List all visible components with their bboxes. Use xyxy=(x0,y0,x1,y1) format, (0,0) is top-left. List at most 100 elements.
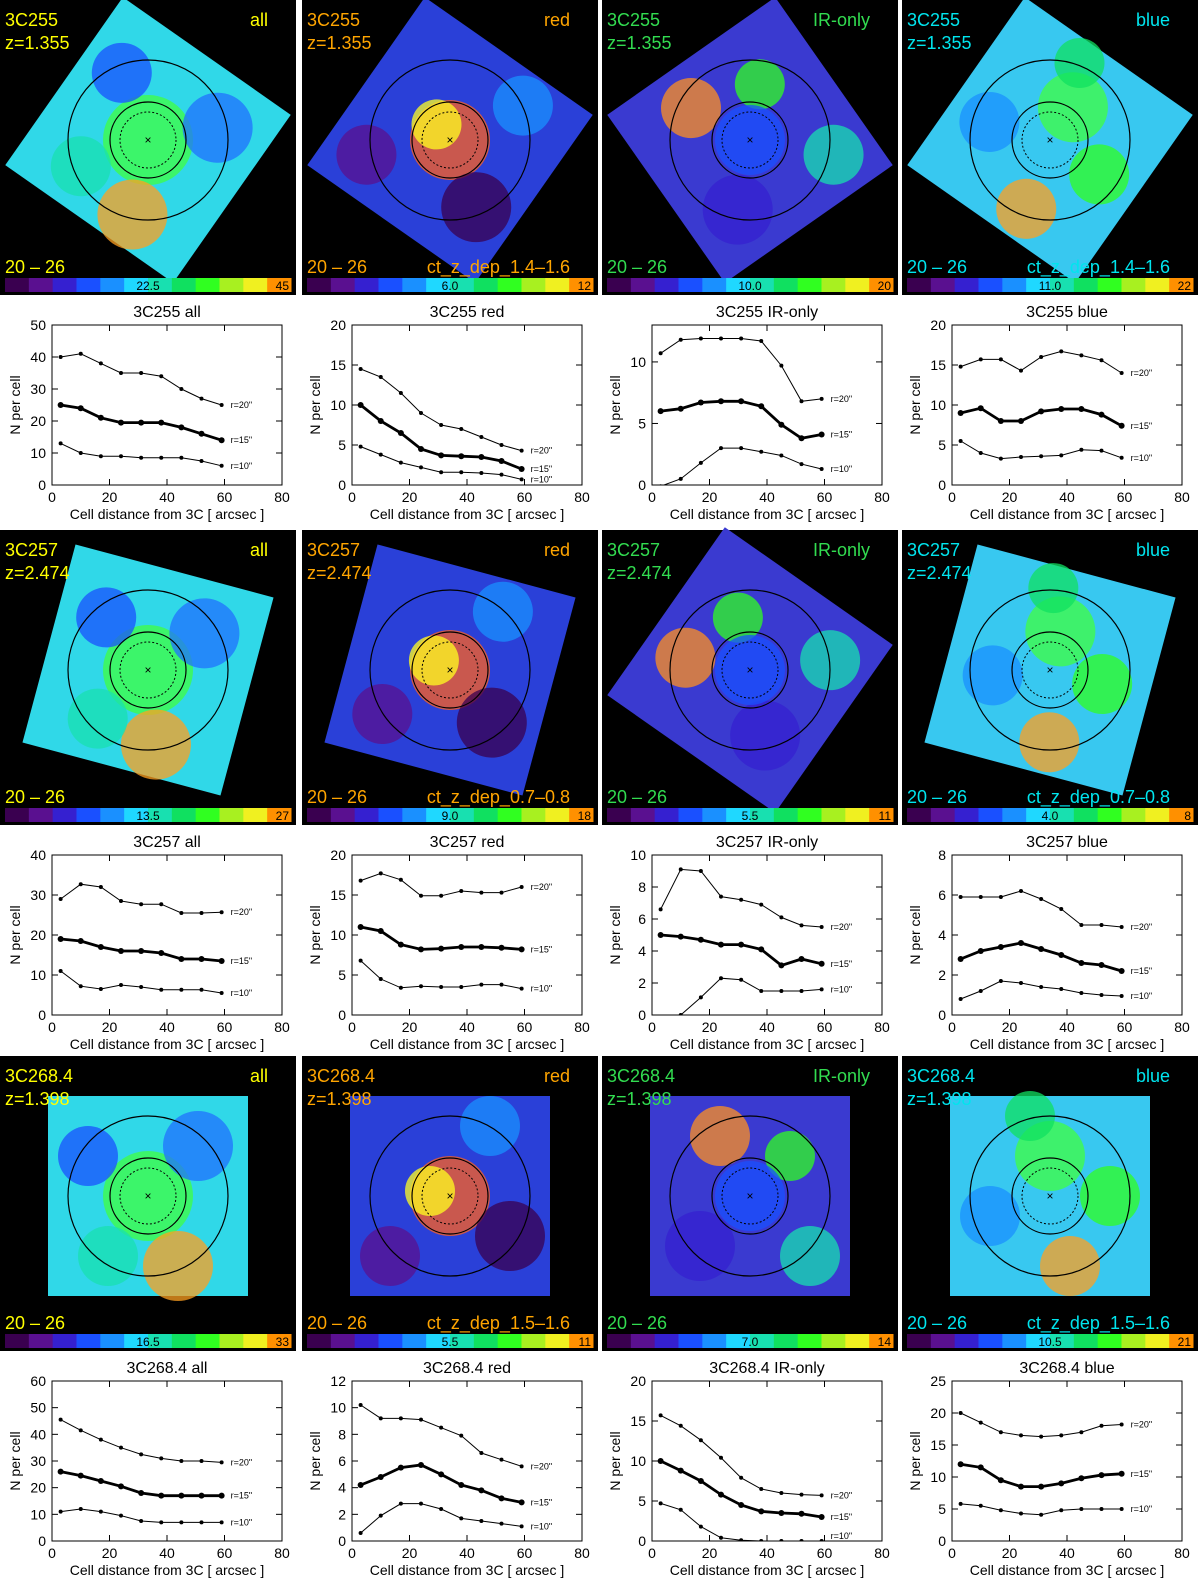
map-redshift-label: z=1.355 xyxy=(307,33,372,53)
colorbar-swatch xyxy=(702,278,727,292)
data-point xyxy=(997,1477,1004,1484)
data-point xyxy=(778,962,785,969)
map-mag-range: 20 – 26 xyxy=(907,787,967,807)
map-source-label: 3C268.4 xyxy=(907,1066,975,1086)
colorbar-swatch xyxy=(1169,1334,1194,1348)
density-blob xyxy=(1069,144,1130,205)
map-redshift-label: z=2.474 xyxy=(5,563,70,583)
series-label: r=10" xyxy=(831,1531,852,1541)
colorbar-swatch xyxy=(243,278,268,292)
map-3C255-all: × 3C255 z=1.355 all 20 – 26 22.5 45 xyxy=(0,0,296,295)
data-point xyxy=(677,1467,684,1474)
data-point xyxy=(1058,406,1065,412)
density-blob xyxy=(78,1226,138,1286)
colorbar-swatch xyxy=(473,1334,499,1348)
map-mag-range: 20 – 26 xyxy=(307,257,367,277)
data-point xyxy=(659,484,663,485)
colorbar-swatch xyxy=(726,1334,751,1348)
data-point xyxy=(719,336,723,341)
data-point xyxy=(1039,985,1044,989)
series-1 xyxy=(357,1462,525,1506)
density-blob xyxy=(163,1111,233,1181)
colorbar-swatch xyxy=(450,1334,475,1348)
y-tick-label: 5 xyxy=(338,437,346,453)
data-point xyxy=(358,367,363,371)
map-redshift-label: z=1.355 xyxy=(607,33,672,53)
colorbar-swatch xyxy=(497,808,522,822)
colorbar-swatch xyxy=(100,1334,125,1348)
data-point xyxy=(1019,368,1023,373)
data-point xyxy=(378,1513,383,1518)
series-line xyxy=(960,1462,1122,1488)
series-1 xyxy=(957,405,1125,429)
inner-circle xyxy=(109,1157,187,1235)
density-blob xyxy=(1080,1166,1140,1226)
series-label: r=20" xyxy=(1131,368,1152,378)
data-point xyxy=(418,946,424,953)
y-tick-label: 20 xyxy=(630,1373,646,1389)
y-tick-label: 50 xyxy=(30,1400,46,1416)
colorbar-swatch xyxy=(497,278,522,292)
data-point xyxy=(479,1519,484,1523)
colorbar-swatch xyxy=(307,278,332,292)
colorbar-swatch xyxy=(497,1334,522,1348)
colorbar-swatch xyxy=(978,1334,1003,1348)
dotted-circle xyxy=(119,1167,177,1225)
density-blob xyxy=(765,1131,815,1181)
density-blob xyxy=(143,1231,213,1301)
y-axis-label: N per cell xyxy=(307,375,323,434)
colorbar-swatch xyxy=(1121,808,1146,822)
x-tick-label: 20 xyxy=(102,1545,118,1561)
x-tick-label: 40 xyxy=(759,1545,775,1561)
plot-title: 3C268.4 red xyxy=(423,1360,511,1377)
colorbar-swatch xyxy=(124,278,149,292)
series-label: r=15" xyxy=(831,1512,852,1522)
data-point xyxy=(1079,1507,1084,1511)
y-tick-label: 0 xyxy=(938,1533,946,1549)
density-blob xyxy=(169,598,240,669)
data-point xyxy=(698,1438,703,1443)
data-point xyxy=(1079,353,1084,358)
data-point xyxy=(1098,1472,1105,1479)
y-axis-label: N per cell xyxy=(7,1431,23,1490)
series-label: r=15" xyxy=(831,959,852,969)
dotted-circle xyxy=(1021,641,1079,699)
map-source-label: 3C255 xyxy=(607,10,660,30)
data-point xyxy=(799,1492,804,1497)
y-tick-label: 10 xyxy=(330,397,346,413)
series-2 xyxy=(358,958,524,991)
map-3C255-IR-only: × 3C255 z=1.355 IR-only 20 – 26 10.0 20 xyxy=(602,0,898,295)
series-label: r=15" xyxy=(831,430,852,440)
map-redshift-label: z=1.398 xyxy=(307,1089,372,1109)
data-point xyxy=(97,944,104,950)
map-3C268.4-all: × 3C268.4 z=1.398 all 20 – 26 16.5 33 xyxy=(0,1056,296,1351)
colorbar-swatch xyxy=(1073,1334,1099,1348)
data-point xyxy=(778,1510,785,1516)
y-tick-label: 40 xyxy=(30,349,46,365)
density-blob xyxy=(408,635,459,686)
map-sample-label: all xyxy=(250,540,268,560)
field-image xyxy=(22,544,274,796)
series-label: r=10" xyxy=(531,984,552,994)
data-point xyxy=(819,467,824,471)
colorbar-swatch xyxy=(1002,278,1027,292)
colorbar-swatch xyxy=(821,808,846,822)
density-blob xyxy=(715,635,785,705)
data-point xyxy=(1099,923,1104,927)
x-tick-label: 60 xyxy=(1117,1019,1133,1035)
colorbar-swatch xyxy=(402,278,427,292)
colorbar-swatch xyxy=(52,808,77,822)
data-point xyxy=(958,364,963,369)
data-point xyxy=(438,452,445,459)
y-tick-label: 20 xyxy=(30,413,46,429)
colorbar-swatch xyxy=(978,278,1003,292)
colorbar-swatch xyxy=(171,808,197,822)
series-label: r=15" xyxy=(1131,1469,1152,1479)
x-tick-label: 0 xyxy=(648,489,656,505)
y-tick-label: 8 xyxy=(638,879,646,895)
x-tick-label: 40 xyxy=(459,489,475,505)
data-point xyxy=(958,1501,963,1506)
colorbar-swatch xyxy=(1026,278,1051,292)
dotted-circle xyxy=(721,111,779,169)
